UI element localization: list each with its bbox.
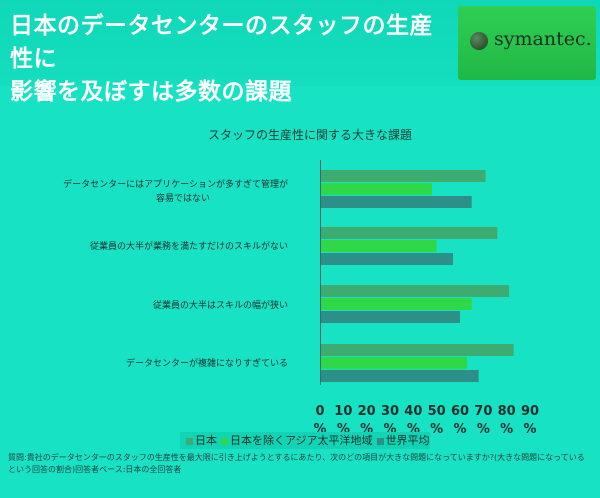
logo-text: symantec.	[494, 28, 592, 50]
bar-japan-3	[320, 285, 509, 297]
chart-plot-area	[320, 170, 514, 382]
bar-global-1	[320, 196, 472, 208]
globe-icon	[470, 32, 488, 50]
legend-swatch-global	[376, 437, 384, 445]
footnote: 質問:貴社のデータセンターのスタッフの生産性を最大限に引き上げようとするにあたり…	[8, 453, 585, 474]
x-tick-label: 90%	[520, 404, 540, 437]
category-label-2: 従業員の大半が業務を満たすだけのスキルがない	[89, 242, 288, 252]
bar-japan-2	[320, 227, 498, 239]
legend-swatch-apac	[221, 437, 228, 445]
bar-global-3	[320, 311, 460, 323]
chart-title: スタッフの生産性に関する大きな課題	[207, 128, 412, 142]
legend-label-apac: 日本を除くアジア太平洋地域	[230, 434, 373, 447]
y-axis-line	[320, 160, 321, 385]
legend-label-japan: 日本	[195, 434, 217, 447]
x-tick-label: 50%	[427, 404, 446, 437]
bar-apac-1	[320, 183, 432, 195]
chart-legend: 日本 日本を除くアジア太平洋地域 世界平均	[180, 432, 430, 449]
legend-swatch-japan	[186, 437, 193, 445]
legend-item-apac: 日本を除くアジア太平洋地域	[221, 432, 373, 449]
x-tick-label: 70%	[474, 404, 493, 437]
category-label-4: データセンターが複雑になりすぎている	[125, 359, 288, 369]
bar-apac-4	[320, 357, 467, 369]
slide-title: 日本のデータセンターのスタッフの生産性に 影響を及ぼすは多数の課題	[10, 10, 450, 109]
bar-global-2	[320, 253, 453, 265]
legend-label-global: 世界平均	[385, 434, 430, 447]
slide-header: 日本のデータセンターのスタッフの生産性に 影響を及ぼすは多数の課題 symant…	[0, 0, 600, 105]
symantec-logo: symantec.	[458, 6, 596, 80]
bar-apac-3	[320, 298, 472, 310]
x-tick-label: 60%	[450, 404, 470, 437]
bar-global-4	[320, 370, 479, 382]
bar-japan-4	[320, 344, 514, 356]
legend-item-global: 世界平均	[376, 432, 430, 449]
slide-title-line1: 日本のデータセンターのスタッフの生産性に	[10, 13, 433, 72]
category-label-1: データセンターにはアプリケーションが多すぎて管理が 容易ではない	[63, 180, 288, 204]
bar-apac-2	[320, 240, 437, 252]
category-label-3: 従業員の大半はスキルの幅が狭い	[152, 301, 288, 311]
bar-japan-1	[320, 170, 486, 182]
x-tick-label: 80%	[497, 404, 516, 437]
slide-title-line2: 影響を及ぼすは多数の課題	[10, 79, 292, 105]
legend-item-japan: 日本	[186, 432, 217, 449]
